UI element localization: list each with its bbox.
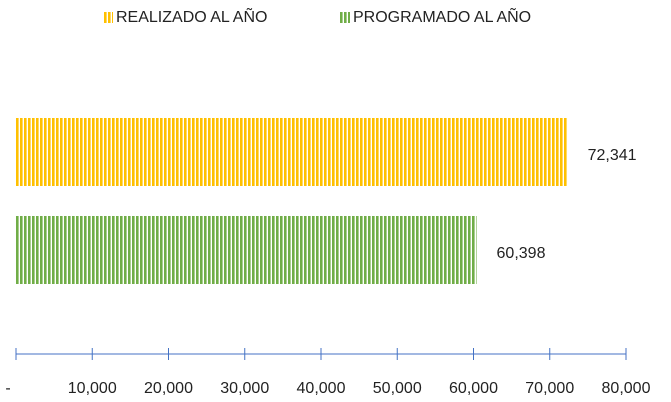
bar [16,216,477,284]
x-tick-label: 80,000 [602,380,651,397]
x-tick-label: 30,000 [220,380,269,397]
bar [16,118,568,186]
x-tick-label: - [5,380,10,397]
legend-label: PROGRAMADO AL AÑO [353,6,531,26]
x-tick-label: 60,000 [449,380,498,397]
legend-swatch [103,12,113,23]
x-tick-label: 40,000 [297,380,346,397]
x-tick-label: 50,000 [373,380,422,397]
data-label: 72,341 [588,147,637,164]
legend-swatch [340,12,350,23]
legend-label: REALIZADO AL AÑO [116,6,267,26]
x-tick-label: 10,000 [68,380,117,397]
x-tick-label: 20,000 [144,380,193,397]
data-label: 60,398 [497,245,546,262]
x-tick-label: 70,000 [525,380,574,397]
